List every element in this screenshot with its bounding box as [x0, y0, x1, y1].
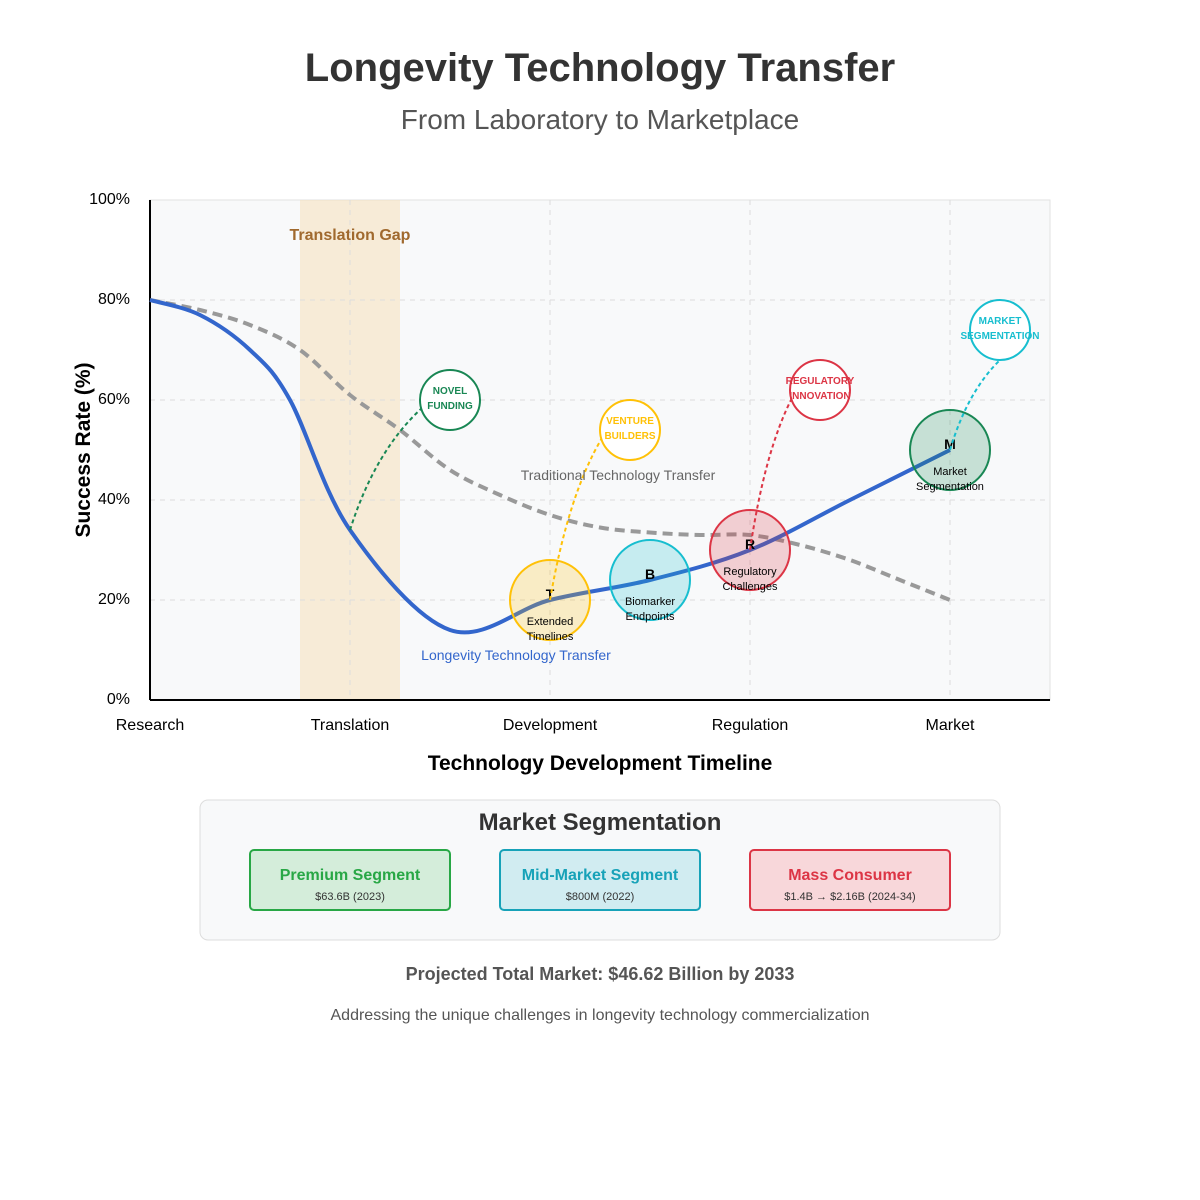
- solution-label-line1: MARKET: [979, 316, 1022, 327]
- segment-value: $63.6B (2023): [315, 891, 385, 903]
- y-tick-label: 40%: [98, 491, 130, 508]
- tagline-text: Addressing the unique challenges in long…: [331, 1007, 870, 1024]
- translation-gap-label: Translation Gap: [290, 227, 411, 244]
- solution-label-line2: INNOVATION: [789, 391, 850, 402]
- solution-connector: [549, 437, 603, 601]
- solution-circle: [789, 359, 851, 421]
- segment-value: $800M (2022): [566, 891, 635, 903]
- chart-subtitle: From Laboratory to Marketplace: [401, 104, 799, 135]
- y-tick-label: 100%: [89, 191, 130, 208]
- x-tick-label: Regulation: [712, 717, 789, 734]
- y-tick-label: 0%: [107, 691, 130, 708]
- challenge-label-line2: Challenges: [722, 581, 778, 593]
- y-tick-label: 20%: [98, 591, 130, 608]
- challenge-letter: B: [645, 566, 655, 582]
- segment-card: [499, 849, 701, 911]
- projection-text: Projected Total Market: $46.62 Billion b…: [406, 964, 795, 984]
- challenge-letter: R: [745, 536, 755, 552]
- solution-label-line1: NOVEL: [433, 386, 467, 397]
- y-tick-label: 60%: [98, 391, 130, 408]
- solution-label-line1: VENTURE: [606, 416, 654, 427]
- challenge-label-line1: Market: [933, 466, 967, 478]
- solution-connector: [349, 407, 423, 531]
- longevity-series-label: Longevity Technology Transfer: [421, 647, 611, 663]
- solution-label-line2: BUILDERS: [604, 431, 655, 442]
- solution-circle: [419, 369, 481, 431]
- challenge-label-line1: Extended: [527, 616, 573, 628]
- segment-card: [749, 849, 951, 911]
- solution-connector: [749, 397, 793, 551]
- segment-value: $1.4B → $2.16B (2024-34): [784, 891, 915, 903]
- segment-card: [249, 849, 451, 911]
- x-tick-label: Research: [116, 717, 184, 734]
- traditional-transfer-line: [149, 298, 951, 602]
- segment-name: Mass Consumer: [788, 867, 912, 884]
- chart-title: Longevity Technology Transfer: [305, 46, 895, 90]
- segment-name: Premium Segment: [280, 867, 421, 884]
- traditional-series-label: Traditional Technology Transfer: [521, 467, 716, 483]
- solution-circle: [969, 299, 1031, 361]
- x-tick-label: Translation: [311, 717, 390, 734]
- x-tick-label: Development: [503, 717, 598, 734]
- challenge-label-line2: Segmentation: [916, 481, 984, 493]
- solution-label-line1: REGULATORY: [786, 376, 855, 387]
- challenge-circle: [609, 539, 691, 621]
- solution-label-line2: FUNDING: [427, 401, 473, 412]
- x-tick-label: Market: [926, 717, 975, 734]
- y-axis-title: Success Rate (%): [72, 362, 95, 537]
- challenge-label-line2: Endpoints: [626, 611, 675, 623]
- challenge-letter: T: [546, 586, 555, 602]
- solution-circle: [599, 399, 661, 461]
- y-tick-label: 80%: [98, 291, 130, 308]
- x-axis-title: Technology Development Timeline: [428, 752, 773, 775]
- solution-connector: [949, 359, 1001, 451]
- challenge-letter: M: [944, 436, 956, 452]
- challenge-label-line1: Biomarker: [625, 596, 675, 608]
- challenge-label-line1: Regulatory: [723, 566, 777, 578]
- segment-name: Mid-Market Segment: [522, 867, 679, 884]
- solution-label-line2: SEGMENTATION: [960, 331, 1039, 342]
- challenge-label-line2: Timelines: [527, 631, 574, 643]
- segmentation-title: Market Segmentation: [479, 809, 722, 836]
